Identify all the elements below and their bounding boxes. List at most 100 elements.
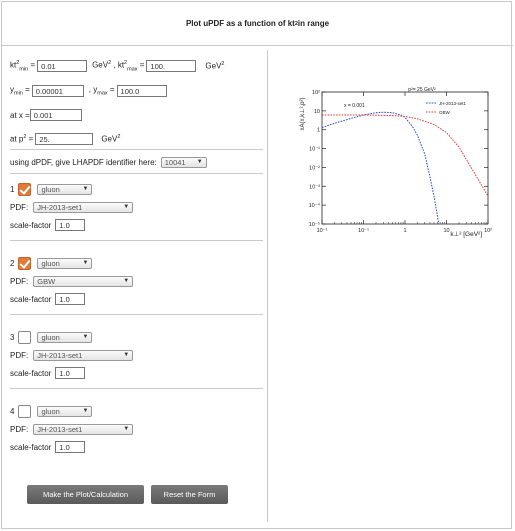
lhapdf-select[interactable]: 10041 ▼	[160, 156, 207, 168]
y-tick-label: 10⁻⁵	[309, 221, 320, 228]
x-axis-label: k⊥² [GeV²]	[450, 231, 482, 238]
series-line-2	[322, 114, 489, 197]
entry-3-pdf-row: PDF: JH-2013-set1 ▼	[10, 348, 134, 362]
chevron-down-icon: ▼	[196, 159, 203, 165]
entry-1-parton-select[interactable]: gluon ▼	[37, 183, 93, 195]
entry-3-scale-input[interactable]: 1.0	[55, 367, 86, 379]
y-max-input[interactable]: 100.0	[116, 85, 167, 97]
kt-min-unit: GeV2 , kt2max =	[92, 59, 145, 73]
y-min-label: ymin =	[10, 85, 30, 97]
entry-number: 3	[10, 332, 15, 342]
x-tick-label: 1	[403, 228, 406, 234]
p2-row: at p2 = 25. GeV2	[10, 132, 120, 146]
p2-unit: GeV2	[101, 134, 121, 144]
parton-value: gluon	[41, 258, 60, 268]
entry-4-pdf-select[interactable]: JH-2013-set1 ▼	[33, 423, 134, 435]
x-tick-label: 10	[443, 228, 449, 234]
separator	[10, 314, 263, 315]
action-buttons: Make the Plot/Calculation Reset the Form	[27, 485, 257, 504]
reset-form-button[interactable]: Reset the Form	[151, 485, 228, 504]
chevron-down-icon: ▼	[82, 260, 89, 266]
entry-2-header-row: 2 gluon ▼	[10, 256, 93, 270]
page-title-sup: 2	[294, 20, 298, 27]
entry-2-pdf-row: PDF: GBW ▼	[10, 274, 134, 288]
separator	[10, 149, 263, 150]
y-range-row: ymin = 0.00001 , ymax = 100.0	[10, 84, 167, 98]
entry-number: 4	[10, 406, 15, 416]
entry-2-pdf-select[interactable]: GBW ▼	[33, 275, 134, 287]
chart-title: p²= 25 GeV²	[408, 87, 436, 93]
scale-factor-label: scale-factor	[10, 368, 52, 378]
entry-1-scale-row: scale-factor 1.0	[10, 218, 86, 232]
entry-3-pdf-select[interactable]: JH-2013-set1 ▼	[33, 349, 134, 361]
entry-3-checkbox[interactable]	[18, 330, 32, 344]
lhapdf-label: using dPDF, give LHAPDF identifier here:	[10, 157, 157, 167]
chevron-down-icon: ▼	[123, 352, 130, 358]
kt-max-input[interactable]: 100.	[146, 60, 197, 72]
parton-value: gluon	[41, 332, 60, 342]
chevron-down-icon: ▼	[82, 334, 89, 340]
scale-factor-label: scale-factor	[10, 294, 52, 304]
p2-input[interactable]: 25.	[35, 133, 94, 145]
entry-2-scale-row: scale-factor 1.0	[10, 292, 86, 306]
chevron-down-icon: ▼	[123, 278, 130, 284]
x-row: at x = 0.001	[10, 108, 82, 122]
kt-min-input[interactable]: 0.01	[37, 60, 88, 72]
entry-3-scale-row: scale-factor 1.0	[10, 366, 86, 380]
entry-1-scale-input[interactable]: 1.0	[55, 219, 86, 231]
pdf-value: JH-2013-set1	[37, 202, 83, 212]
entry-1-header-row: 1 gluon ▼	[10, 182, 93, 196]
entry-2-scale-input[interactable]: 1.0	[55, 293, 86, 305]
separator	[10, 173, 263, 174]
pdf-label: PDF:	[10, 202, 29, 212]
scale-factor-label: scale-factor	[10, 442, 52, 452]
entry-4-checkbox[interactable]	[18, 404, 32, 418]
column-divider	[267, 50, 268, 522]
kt-max-unit: GeV2	[205, 61, 225, 71]
pdf-value: JH-2013-set1	[37, 424, 83, 434]
y-tick-label: 10	[314, 109, 320, 115]
lhapdf-value: 10041	[164, 157, 186, 167]
y-tick-label: 10⁻¹	[309, 147, 320, 153]
chevron-down-icon: ▼	[123, 204, 130, 210]
series-line-1	[321, 111, 440, 225]
page-title: Plot uPDF as a function of kt 2 in range	[2, 2, 513, 46]
y-min-input[interactable]: 0.00001	[31, 85, 84, 97]
entry-2-checkbox[interactable]	[18, 256, 32, 270]
scale-factor-label: scale-factor	[10, 220, 52, 230]
pdf-value: JH-2013-set1	[37, 350, 83, 360]
entry-2-parton-select[interactable]: gluon ▼	[37, 257, 93, 269]
entry-4-scale-input[interactable]: 1.0	[55, 441, 86, 453]
y-max-label: , ymax =	[88, 85, 115, 97]
kt-range-row: kt2min = 0.01 GeV2 , kt2max = 100. GeV2	[10, 59, 224, 73]
separator	[10, 388, 263, 389]
pdf-label: PDF:	[10, 424, 29, 434]
x-tick-label: 10⁻¹	[358, 228, 369, 234]
entry-number: 2	[10, 258, 15, 268]
legend-label: GBW	[439, 110, 451, 115]
kt-min-label: kt2min =	[10, 59, 36, 73]
entry-4-header-row: 4 gluon ▼	[10, 404, 93, 418]
x-tick-label: 10²	[484, 228, 492, 234]
chevron-down-icon: ▼	[82, 186, 89, 192]
x-input[interactable]: 0.001	[29, 109, 82, 121]
plot-frame	[321, 91, 489, 225]
entry-3-parton-select[interactable]: gluon ▼	[37, 331, 93, 343]
entry-1-checkbox[interactable]	[18, 182, 32, 196]
pdf-label: PDF:	[10, 350, 29, 360]
parton-value: gluon	[41, 406, 60, 416]
y-axis-label: xA(x,k⊥²,p²)	[299, 98, 306, 131]
make-plot-button[interactable]: Make the Plot/Calculation	[27, 485, 144, 504]
entry-1-pdf-select[interactable]: JH-2013-set1 ▼	[33, 201, 134, 213]
pdf-label: PDF:	[10, 276, 29, 286]
chart-annotation: x = 0.001	[344, 103, 365, 109]
entry-1-pdf-row: PDF: JH-2013-set1 ▼	[10, 200, 134, 214]
page-title-suffix: in range	[297, 19, 330, 28]
pdf-value: GBW	[37, 276, 56, 286]
separator	[10, 240, 263, 241]
entry-4-parton-select[interactable]: gluon ▼	[37, 405, 93, 417]
y-tick-label: 10²	[312, 90, 320, 96]
y-tick-label: 10⁻²	[309, 165, 320, 171]
page-title-text: Plot uPDF as a function of kt	[185, 19, 295, 28]
